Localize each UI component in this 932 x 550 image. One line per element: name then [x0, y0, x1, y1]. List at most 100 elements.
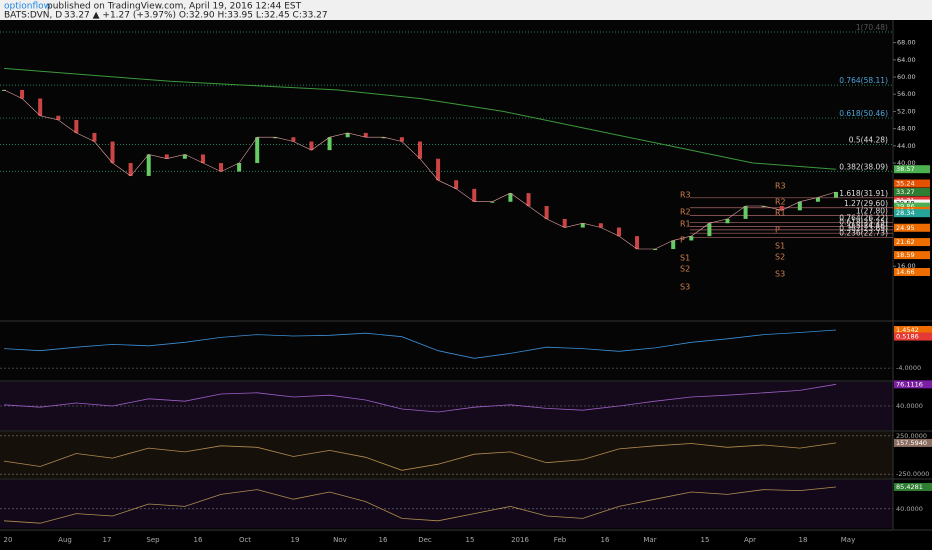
date-label: 19 [291, 536, 300, 544]
date-label: Sep [146, 536, 160, 544]
ind-label: 1.4542 [896, 326, 919, 334]
candle [508, 193, 513, 202]
candle [635, 236, 640, 250]
price-tick-label: 48.00 [897, 125, 916, 133]
candle [38, 98, 43, 116]
date-label: May [841, 536, 855, 544]
ind-tag [894, 326, 932, 335]
fib-label: 0.5(44.28) [849, 136, 888, 145]
date-label: 20 [4, 536, 13, 544]
pivot: R2 [680, 208, 691, 217]
ind-tag [894, 332, 932, 341]
candle [671, 240, 676, 250]
price-tag [894, 223, 930, 232]
published: published on TradingView.com, April 19, … [47, 2, 302, 12]
candle [580, 223, 585, 228]
price-tag-label: 21.62 [896, 238, 915, 246]
candle [725, 218, 730, 224]
fib-label: 0.764(58.11) [839, 76, 888, 85]
candle [2, 89, 6, 91]
price-tick-label: 60.00 [897, 73, 916, 81]
fib-label: 1.27(29.60) [844, 199, 888, 208]
candle [815, 197, 820, 202]
candle [363, 132, 368, 138]
rsi-line [3, 383, 837, 413]
stoch-bg [0, 480, 893, 528]
candle [526, 193, 531, 207]
fib-label: 0.382(23.69) [839, 224, 888, 233]
price-tag-label: 33.27 [896, 188, 915, 196]
candle [327, 137, 332, 151]
pivot: S1 [680, 254, 690, 263]
price-tag [894, 202, 930, 211]
candle [616, 227, 621, 237]
candle [797, 201, 802, 211]
fib-label: 0.764(26.22) [839, 213, 888, 222]
price-tick-label: 16.00 [897, 262, 916, 270]
date-label: 15 [701, 536, 710, 544]
candle [454, 180, 459, 189]
candle [345, 132, 350, 138]
cci-line [3, 442, 837, 471]
macd-line [3, 329, 837, 359]
candle [562, 218, 567, 228]
date-label: Mar [643, 536, 656, 544]
price-tag-label: 18.59 [896, 251, 915, 259]
price-tag [894, 165, 930, 174]
price-tick-label: 40.00 [897, 159, 916, 167]
ind-label: 40.0000 [896, 505, 923, 513]
candle [110, 141, 115, 164]
ind-tag [894, 380, 932, 389]
pivot: R2 [775, 198, 786, 207]
date-label: 17 [103, 536, 112, 544]
date-label: 15 [466, 536, 475, 544]
fib-label: 1.618(31.91) [839, 189, 888, 198]
candle [200, 154, 205, 164]
candle [56, 115, 61, 121]
candle [128, 163, 133, 176]
ind-label: -250.0000 [896, 470, 929, 478]
candle [182, 154, 187, 159]
price-tag [894, 251, 930, 260]
pivot: P [680, 236, 685, 245]
candle [707, 223, 712, 237]
pivot: S3 [775, 270, 785, 279]
candle [598, 223, 603, 228]
pivot: R3 [680, 191, 691, 200]
candle [653, 249, 658, 251]
candle [381, 137, 386, 139]
candle [490, 201, 495, 203]
date-label: 16 [194, 536, 203, 544]
candle [309, 141, 314, 151]
candle [273, 137, 278, 139]
ind-label: 250.0000 [896, 432, 927, 440]
price-tag [894, 238, 930, 247]
stoch-line [3, 486, 837, 524]
pivot: S2 [775, 253, 785, 262]
candle [544, 206, 549, 219]
date-label: Dec [418, 536, 432, 544]
quote: 33.27 ▲ +1.27 (+3.97%) O:32.90 H:33.95 L… [64, 11, 328, 21]
price-tag-label: 24.95 [896, 224, 915, 232]
price-tag [894, 268, 930, 277]
date-label: 16 [379, 536, 388, 544]
candle [761, 206, 766, 208]
candle [164, 154, 169, 159]
price-tag [894, 187, 930, 196]
date-label: Nov [333, 536, 347, 544]
date-label: Apr [744, 536, 756, 544]
pivot: R1 [680, 220, 691, 229]
price-tag-label: 28.34 [896, 209, 915, 217]
close-line [3, 89, 837, 250]
candle [291, 137, 296, 142]
date-label: 16 [601, 536, 610, 544]
ind-label: -4.0000 [896, 364, 921, 372]
price-tag-label: 35.24 [896, 180, 915, 188]
ind-label: 157.5940 [896, 439, 927, 447]
pivot: R1 [775, 209, 786, 218]
price-tick-label: 52.00 [897, 107, 916, 115]
user[interactable]: optionflow [4, 2, 51, 12]
price-tick-label: 44.00 [897, 142, 916, 150]
